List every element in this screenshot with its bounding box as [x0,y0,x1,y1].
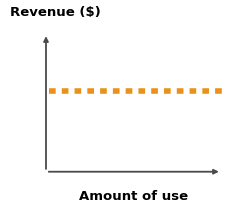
Text: Amount of use: Amount of use [79,190,188,203]
Text: Revenue ($): Revenue ($) [10,6,101,19]
